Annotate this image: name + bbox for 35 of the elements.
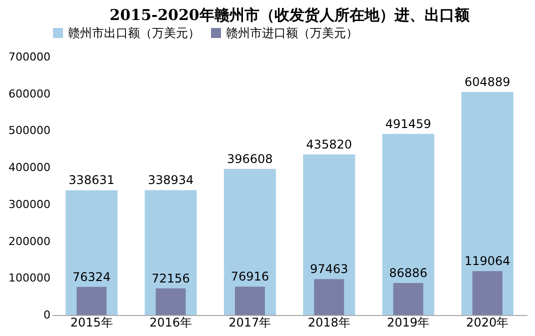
x-tick-label: 2017年 <box>228 316 272 330</box>
data-label: 338934 <box>148 173 194 188</box>
x-tick-label: 2015年 <box>70 316 113 330</box>
bar <box>472 271 502 315</box>
x-tick-label: 2018年 <box>308 316 350 330</box>
data-label: 435820 <box>306 137 352 152</box>
x-tick-label: 2019年 <box>386 316 430 330</box>
y-tick-label: 500000 <box>8 124 50 138</box>
y-tick-label: 0 <box>44 308 50 322</box>
legend-label: 赣州市进口额（万美元） <box>226 26 358 40</box>
y-tick-label: 400000 <box>8 161 50 174</box>
data-label: 491459 <box>385 116 432 131</box>
y-tick-label: 300000 <box>8 198 50 211</box>
bar <box>234 286 265 315</box>
data-label: 76916 <box>230 270 270 284</box>
data-label: 119064 <box>464 254 510 268</box>
data-label: 86886 <box>389 266 428 280</box>
chart-title: 2015-2020年赣州市（收发货人所在地）进、出口额 <box>110 6 470 24</box>
data-label: 604889 <box>464 75 510 90</box>
bar <box>393 282 424 315</box>
x-tick-label: 2016年 <box>149 316 192 330</box>
data-label: 396608 <box>227 152 273 166</box>
x-tick-label: 2020年 <box>466 316 509 330</box>
y-tick-label: 600000 <box>8 87 50 100</box>
data-label: 338631 <box>68 173 114 188</box>
bar <box>314 279 344 315</box>
bar <box>76 286 107 315</box>
y-tick-label: 200000 <box>8 234 50 248</box>
bar <box>156 288 186 315</box>
y-tick-label: 700000 <box>8 50 50 64</box>
data-label: 76324 <box>72 270 111 284</box>
data-label: 72156 <box>152 271 190 286</box>
y-tick-label: 100000 <box>8 272 50 285</box>
data-label: 97463 <box>310 262 348 276</box>
legend-label: 赣州市出口额（万美元） <box>68 26 200 40</box>
